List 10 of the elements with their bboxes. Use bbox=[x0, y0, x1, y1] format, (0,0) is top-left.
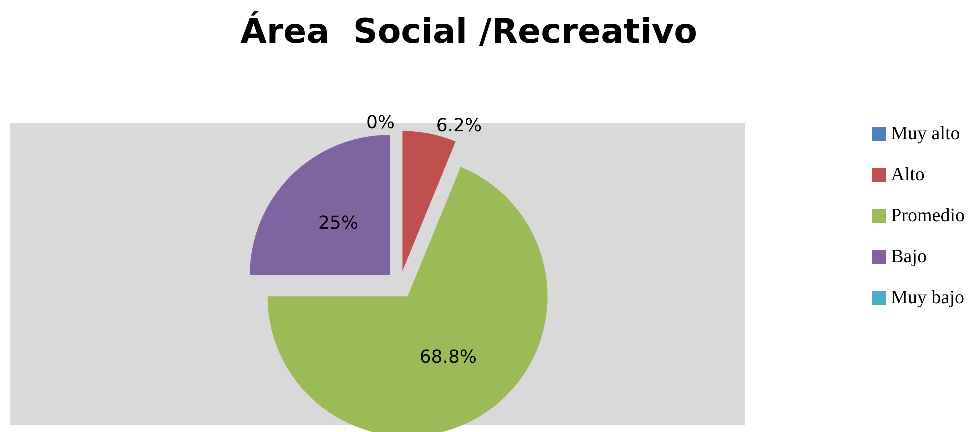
legend-label: Alto bbox=[891, 164, 925, 186]
legend-label: Promedio bbox=[891, 206, 966, 226]
data-label: 25% bbox=[318, 212, 358, 234]
legend-label: Muy bajo bbox=[891, 288, 964, 308]
data-label: 68.8% bbox=[420, 346, 478, 368]
text: 0% bbox=[366, 112, 395, 134]
data-label: 6.2% bbox=[436, 116, 482, 137]
legend-label: Muy alto bbox=[891, 124, 960, 144]
chart-title: Área Social /Recreativo bbox=[240, 11, 698, 52]
legend-label: Bajo bbox=[891, 246, 928, 268]
